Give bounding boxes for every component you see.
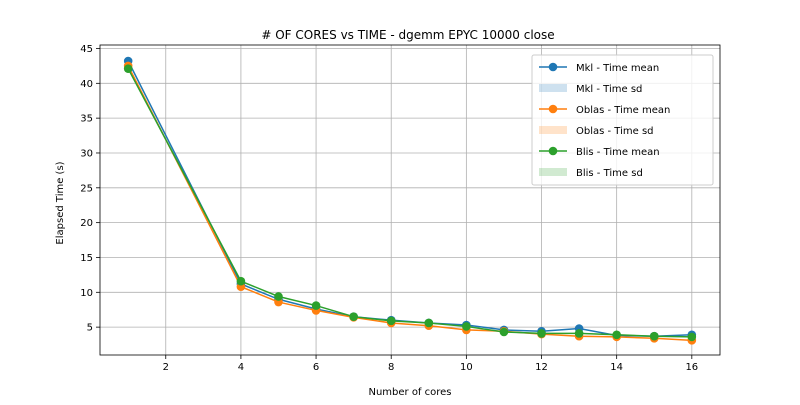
y-tick-label: 30 <box>80 148 93 159</box>
x-tick-label: 14 <box>610 362 623 373</box>
legend-marker <box>548 62 558 72</box>
data-point <box>574 329 584 338</box>
y-tick-label: 25 <box>80 183 93 194</box>
data-point <box>123 64 133 73</box>
y-tick-label: 5 <box>87 323 93 334</box>
y-tick-label: 35 <box>80 114 93 125</box>
x-tick-label: 8 <box>388 362 394 373</box>
x-tick-label: 6 <box>313 362 319 373</box>
data-point <box>236 276 246 286</box>
data-point <box>649 331 659 341</box>
x-tick-label: 10 <box>460 362 473 373</box>
legend-label: Oblas - Time sd <box>576 126 654 137</box>
plot-frame <box>99 44 721 356</box>
y-tick-label: 40 <box>80 79 93 90</box>
series-2 <box>123 64 697 342</box>
legend-sd-swatch <box>539 168 567 176</box>
y-tick-label: 45 <box>80 44 93 55</box>
x-axis-label: Number of cores <box>368 387 451 398</box>
y-tick-label: 10 <box>80 288 93 299</box>
legend-label: Mkl - Time mean <box>576 63 659 74</box>
data-point <box>462 322 471 331</box>
data-point <box>349 312 358 321</box>
x-tick-label: 2 <box>163 362 169 373</box>
data-point <box>424 318 434 328</box>
legend-sd-swatch <box>539 126 567 134</box>
legend-box <box>531 54 714 186</box>
x-tick-label: 16 <box>685 362 698 373</box>
data-point <box>386 316 396 326</box>
y-tick-label: 15 <box>80 253 93 264</box>
legend: Mkl - Time mean Mkl - Time sd Oblas - Time… <box>531 54 714 186</box>
series-layer <box>123 56 697 345</box>
tick-layer: 2 4 6 8 10 12 14 16 5 10 15 20 25 30 35 40 45 <box>80 44 698 373</box>
y-axis-label: Elapsed Time (s) <box>55 161 66 244</box>
legend-label: Mkl - Time sd <box>576 84 642 95</box>
data-point <box>687 332 697 342</box>
chart-title: # OF CORES vs TIME - dgemm EPYC 10000 cl… <box>261 28 554 42</box>
legend-sd-swatch <box>539 84 567 92</box>
legend-label: Oblas - Time mean <box>576 105 670 116</box>
data-point <box>274 292 283 301</box>
legend-marker <box>548 146 558 156</box>
series-line <box>127 68 692 338</box>
x-tick-label: 12 <box>535 362 548 373</box>
x-tick-label: 4 <box>238 362 244 373</box>
y-tick-label: 20 <box>80 218 93 229</box>
data-point <box>311 301 321 310</box>
legend-label: Blis - Time mean <box>576 147 660 158</box>
data-point <box>499 327 509 337</box>
data-point <box>537 329 546 338</box>
legend-marker <box>548 104 558 114</box>
series-line <box>127 65 692 342</box>
legend-label: Blis - Time sd <box>576 168 643 179</box>
data-point <box>612 330 621 340</box>
